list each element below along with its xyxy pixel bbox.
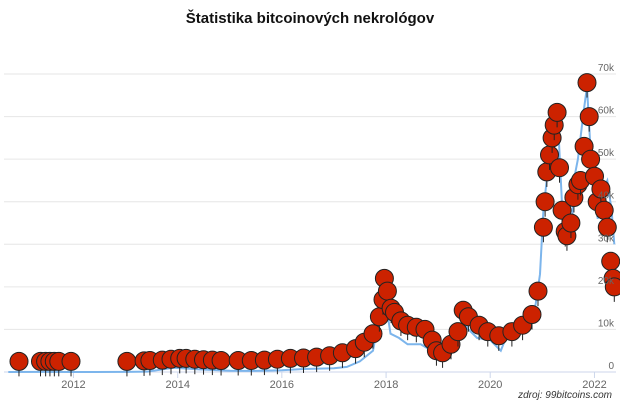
- y-tick-label: 60k: [598, 106, 615, 117]
- obituary-marker[interactable]: [579, 107, 599, 132]
- marker-circle: [594, 200, 614, 220]
- obituary-marker[interactable]: [522, 305, 542, 330]
- marker-circle: [561, 213, 581, 233]
- obituary-marker[interactable]: [535, 192, 555, 217]
- marker-circle: [533, 217, 553, 237]
- obituary-marker[interactable]: [547, 102, 567, 128]
- marker-circle: [597, 217, 617, 237]
- obituary-marker[interactable]: [597, 217, 617, 243]
- y-tick-label: 0: [608, 361, 614, 372]
- marker-circle: [601, 251, 620, 271]
- obituary-marker[interactable]: [448, 322, 468, 347]
- x-tick-label: 2020: [478, 379, 502, 391]
- obituary-marker[interactable]: [117, 351, 137, 377]
- y-tick-label: 20k: [598, 276, 615, 287]
- y-tick-label: 50k: [598, 148, 615, 159]
- marker-circle: [547, 102, 567, 122]
- marker-circle: [448, 322, 468, 342]
- marker-circle: [363, 324, 383, 344]
- obituary-marker[interactable]: [604, 277, 620, 302]
- marker-circle: [377, 281, 397, 301]
- marker-circle: [9, 351, 29, 371]
- y-tick-label: 10k: [598, 318, 615, 329]
- obituary-marker[interactable]: [591, 179, 611, 204]
- marker-circle: [591, 179, 611, 199]
- x-tick-label: 2018: [374, 379, 398, 391]
- obituary-marker[interactable]: [9, 351, 29, 377]
- obituary-marker[interactable]: [528, 281, 548, 307]
- marker-circle: [535, 192, 555, 212]
- obituary-marker[interactable]: [61, 351, 81, 377]
- y-tick-label: 30k: [598, 233, 615, 244]
- marker-circle: [550, 158, 569, 178]
- obituary-marker[interactable]: [533, 217, 553, 243]
- obituary-marker[interactable]: [561, 213, 581, 239]
- marker-circle: [117, 351, 137, 371]
- obituary-marker[interactable]: [363, 324, 383, 349]
- x-tick-label: 2014: [165, 379, 189, 391]
- x-tick-label: 2016: [270, 379, 294, 391]
- source-note: zdroj: 99bitcoins.com: [518, 390, 612, 401]
- x-tick-label: 2022: [582, 379, 606, 391]
- obituary-marker[interactable]: [577, 73, 597, 98]
- chart-title: Štatistika bitcoinových nekrológov: [185, 10, 435, 27]
- marker-circle: [522, 305, 542, 324]
- obituary-marker[interactable]: [550, 158, 569, 183]
- x-tick-label: 2012: [61, 379, 85, 391]
- marker-circle: [579, 107, 599, 127]
- marker-circle: [577, 73, 597, 93]
- y-tick-label: 70k: [598, 63, 615, 74]
- marker-circle: [604, 277, 620, 297]
- marker-circle: [528, 281, 548, 301]
- marker-circle: [61, 351, 81, 371]
- y-tick-label: 40k: [598, 191, 615, 202]
- marker-circle: [211, 351, 231, 370]
